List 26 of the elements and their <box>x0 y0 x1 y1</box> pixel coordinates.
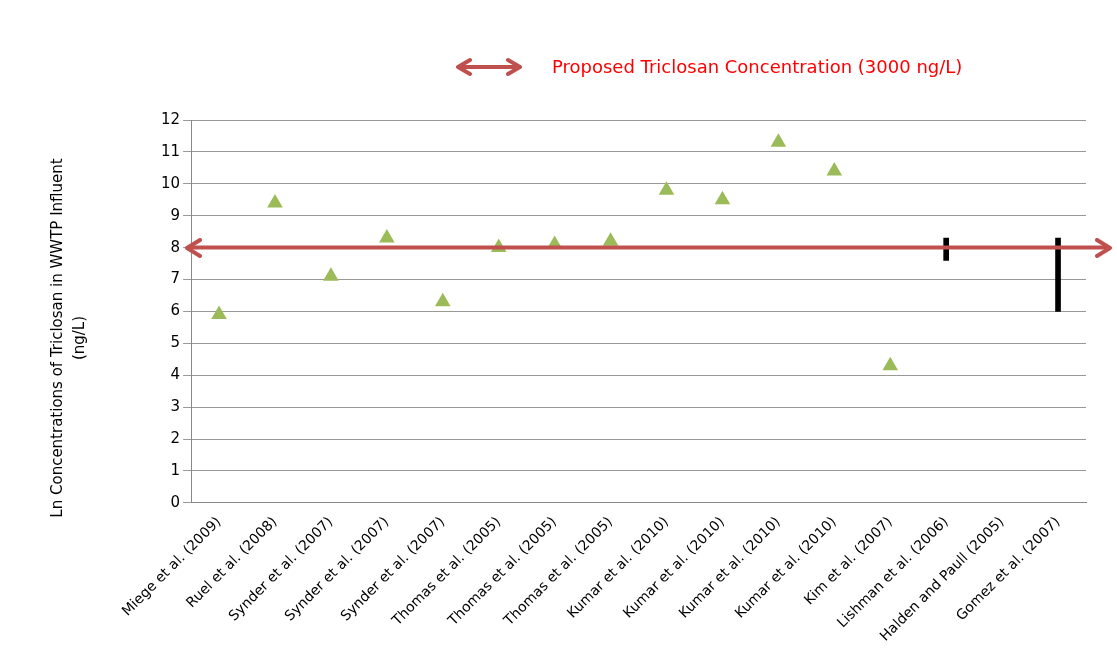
point <box>714 190 731 205</box>
point <box>770 133 787 147</box>
point <box>323 267 339 281</box>
point <box>658 181 675 195</box>
y-tick-label: 1 <box>170 460 181 479</box>
point <box>434 292 451 307</box>
point <box>379 229 395 243</box>
y-tick-label: 0 <box>170 492 181 511</box>
y-tick-label: 11 <box>160 141 181 160</box>
y-tick-label: 2 <box>170 428 181 447</box>
point <box>267 193 283 208</box>
y-tick-label: 12 <box>160 109 181 128</box>
y-tick-label: 9 <box>170 205 181 224</box>
y-axis-title: Ln Concentrations of Triclosan in WWTP Influent (ng/L) <box>47 158 89 518</box>
legend-label: Proposed Triclosan Concentration (3000 ng/L) <box>552 56 963 77</box>
point <box>602 232 619 246</box>
point <box>826 162 843 176</box>
y-tick-label: 6 <box>170 301 181 320</box>
y-tick-label: 3 <box>170 397 181 416</box>
y-tick-label: 8 <box>170 237 181 256</box>
point <box>211 305 227 320</box>
y-tick-label: 7 <box>170 269 181 288</box>
y-tick-label: 4 <box>170 365 181 384</box>
point <box>882 356 899 371</box>
y-tick-label: 10 <box>160 173 181 192</box>
y-tick-label: 5 <box>170 333 181 352</box>
